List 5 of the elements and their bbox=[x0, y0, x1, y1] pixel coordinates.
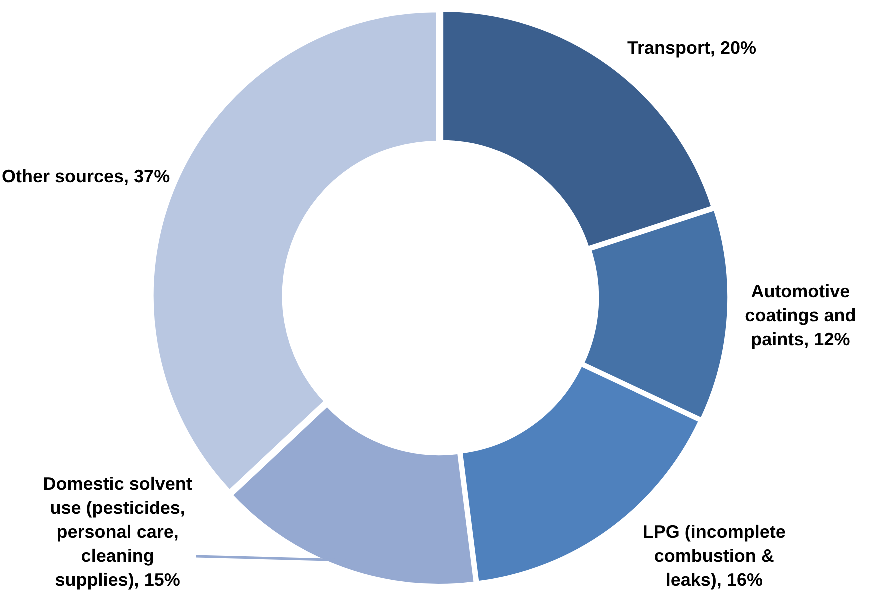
slice-label: LPG (incomplete combustion & leaks), 16% bbox=[642, 522, 786, 590]
slice-label: Other sources, 37% bbox=[2, 166, 170, 186]
slice-label: Automotive coatings and paints, 12% bbox=[745, 281, 856, 350]
slice-label: Transport, 20% bbox=[627, 38, 757, 58]
slice-label: Domestic solvent use (pesticides, personal care, cleaning supplies), 15% bbox=[43, 474, 192, 590]
